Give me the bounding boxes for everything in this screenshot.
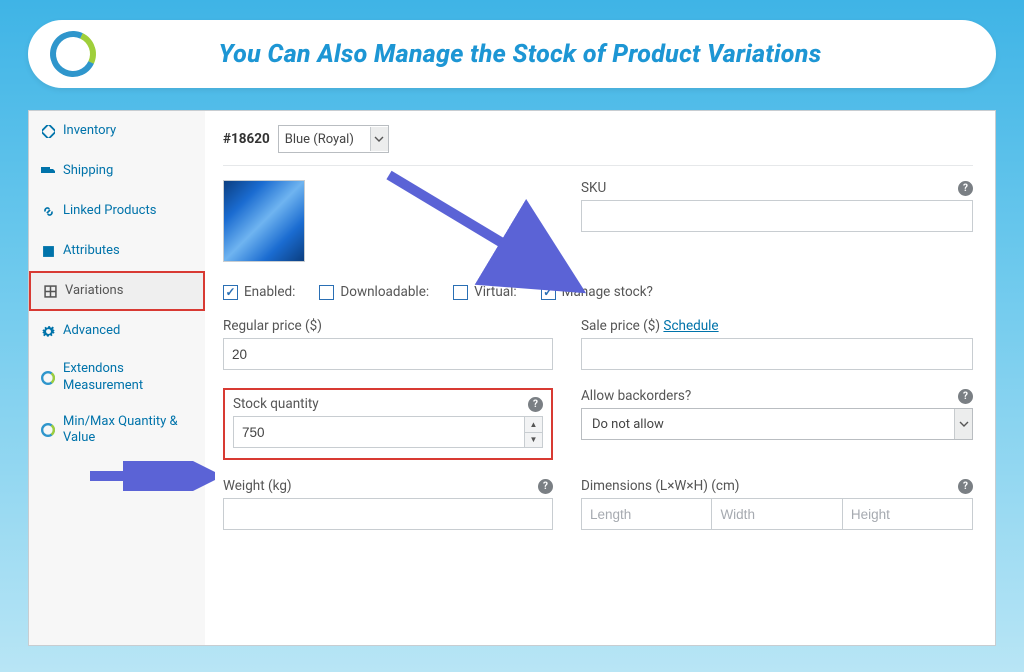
minmax-icon: [41, 423, 55, 437]
manage-stock-checkbox[interactable]: ✓ Manage stock?: [541, 284, 653, 300]
header-title: You Can Also Manage the Stock of Product…: [96, 40, 974, 69]
sidebar-item-minmax[interactable]: Min/Max Quantity & Value: [29, 404, 205, 457]
stock-quantity-stepper[interactable]: ▲ ▼: [524, 417, 542, 447]
sidebar-item-label: Advanced: [63, 323, 120, 339]
sidebar-item-attributes[interactable]: Attributes: [29, 231, 205, 271]
stock-quantity-input[interactable]: [233, 416, 543, 448]
downloadable-checkbox[interactable]: Downloadable:: [319, 284, 429, 300]
stock-quantity-highlight: Stock quantity ? ▲ ▼: [223, 388, 553, 460]
schedule-link[interactable]: Schedule: [663, 318, 718, 334]
variation-header: #18620 Blue (Royal): [223, 125, 973, 166]
variation-attribute-value: Blue (Royal): [285, 132, 354, 147]
sku-input[interactable]: [581, 200, 973, 232]
sidebar-item-advanced[interactable]: Advanced: [29, 311, 205, 351]
dimensions-label: Dimensions (L×W×H) (cm) ?: [581, 478, 973, 494]
virtual-checkbox[interactable]: Virtual:: [453, 284, 517, 300]
variation-image-thumbnail[interactable]: [223, 180, 305, 262]
sku-label: SKU ?: [581, 180, 973, 196]
variation-flags: ✓ Enabled: Downloadable: Virtual: ✓ Mana…: [223, 284, 973, 300]
sidebar-item-linked-products[interactable]: Linked Products: [29, 191, 205, 231]
gear-icon: [41, 324, 55, 338]
enabled-checkbox[interactable]: ✓ Enabled:: [223, 284, 295, 300]
sidebar-item-label: Attributes: [63, 243, 120, 259]
variation-attribute-select[interactable]: Blue (Royal): [278, 125, 389, 153]
product-data-sidebar: Inventory Shipping Linked Products Attri…: [29, 111, 205, 645]
inventory-icon: [41, 124, 55, 138]
backorders-label: Allow backorders? ?: [581, 388, 973, 404]
header-banner: You Can Also Manage the Stock of Product…: [28, 20, 996, 88]
regular-price-input[interactable]: [223, 338, 553, 370]
sidebar-item-variations[interactable]: Variations: [29, 271, 205, 311]
help-icon[interactable]: ?: [958, 181, 973, 196]
sidebar-item-label: Shipping: [63, 163, 113, 179]
chevron-down-icon: [370, 127, 388, 151]
regular-price-label: Regular price ($): [223, 318, 553, 334]
sidebar-item-extendons-measurement[interactable]: Extendons Measurement: [29, 351, 205, 404]
sidebar-item-shipping[interactable]: Shipping: [29, 151, 205, 191]
step-up-icon[interactable]: ▲: [525, 417, 542, 433]
sale-price-label: Sale price ($) Schedule: [581, 318, 973, 334]
backorders-select[interactable]: Do not allow: [581, 408, 973, 440]
extendons-icon: [41, 371, 55, 385]
help-icon[interactable]: ?: [958, 389, 973, 404]
sale-price-input[interactable]: [581, 338, 973, 370]
sidebar-item-label: Variations: [65, 283, 123, 299]
sidebar-item-label: Min/Max Quantity & Value: [63, 414, 193, 447]
weight-input[interactable]: [223, 498, 553, 530]
help-icon[interactable]: ?: [958, 479, 973, 494]
length-input[interactable]: [581, 498, 711, 530]
link-icon: [41, 204, 55, 218]
backorders-value: Do not allow: [588, 417, 664, 432]
variation-editor: #18620 Blue (Royal) SKU ? ✓: [205, 111, 995, 645]
weight-label: Weight (kg) ?: [223, 478, 553, 494]
variations-icon: [43, 284, 57, 298]
dimensions-group: [581, 498, 973, 530]
width-input[interactable]: [711, 498, 841, 530]
step-down-icon[interactable]: ▼: [525, 433, 542, 448]
sidebar-item-label: Linked Products: [63, 203, 156, 219]
chevron-down-icon: [954, 409, 972, 439]
attributes-icon: [41, 244, 55, 258]
brand-logo: [50, 31, 96, 77]
height-input[interactable]: [842, 498, 973, 530]
sidebar-item-label: Inventory: [63, 123, 116, 139]
shipping-icon: [41, 164, 55, 178]
stock-quantity-label: Stock quantity ?: [233, 396, 543, 412]
product-data-panel: Inventory Shipping Linked Products Attri…: [28, 110, 996, 646]
sidebar-item-label: Extendons Measurement: [63, 361, 193, 394]
variation-id: #18620: [223, 131, 270, 147]
help-icon[interactable]: ?: [538, 479, 553, 494]
help-icon[interactable]: ?: [528, 397, 543, 412]
sidebar-item-inventory[interactable]: Inventory: [29, 111, 205, 151]
